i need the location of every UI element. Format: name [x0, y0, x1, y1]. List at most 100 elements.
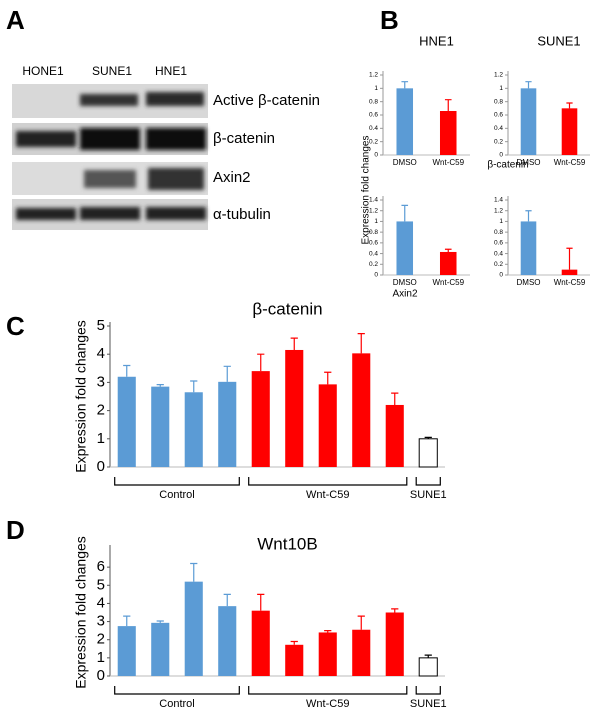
error-bar	[391, 608, 399, 613]
error-bar	[357, 333, 365, 354]
error-bar	[444, 248, 452, 252]
y-tick-label: 1	[499, 218, 503, 225]
bar	[151, 386, 170, 467]
y-tick-label: 1	[97, 649, 105, 666]
band	[16, 131, 76, 147]
error-bar	[257, 353, 265, 372]
y-tick-label: 0	[374, 152, 378, 159]
y-tick-label: 6	[97, 558, 105, 575]
y-tick-label: 5	[97, 576, 105, 593]
bar	[352, 629, 371, 676]
row-label: Axin2	[392, 289, 417, 300]
y-tick-label: 0	[97, 458, 105, 475]
x-tick-label: Wnt-C59	[432, 158, 464, 167]
error-bar	[190, 562, 198, 582]
y-axis-label: Expression fold changes	[73, 536, 89, 689]
bar	[520, 221, 537, 275]
band	[80, 94, 138, 106]
group-bracket	[415, 686, 441, 695]
band	[80, 207, 140, 220]
band	[80, 128, 140, 150]
y-tick-label: 0.6	[369, 240, 378, 247]
error-bar	[357, 615, 365, 630]
y-tick-label: 2	[97, 402, 105, 419]
chart-title: β-catenin	[252, 299, 322, 318]
y-tick-label: 1.2	[494, 207, 503, 214]
group-label: Wnt-C59	[306, 698, 349, 710]
y-tick-label: 1.4	[494, 197, 503, 204]
band	[148, 168, 204, 190]
y-tick-label: 0.6	[369, 112, 378, 119]
error-bar	[424, 436, 432, 439]
bar	[218, 381, 237, 467]
x-tick-label: DMSO	[517, 278, 541, 287]
lane-label: SUNE1	[92, 64, 132, 78]
bar	[418, 657, 438, 677]
bar	[251, 371, 270, 467]
bar	[439, 111, 457, 155]
band	[16, 208, 76, 220]
bar	[352, 353, 371, 467]
error-bar	[525, 81, 532, 89]
y-axis-label: Expression fold changes	[73, 320, 89, 473]
error-bar	[190, 380, 198, 393]
bar	[418, 438, 438, 468]
error-bar	[290, 337, 298, 350]
chart-title: SUNE1	[537, 33, 580, 48]
bar	[151, 622, 170, 676]
group-label: Control	[159, 489, 194, 501]
group-label: SUNE1	[410, 698, 447, 710]
y-tick-label: 0.8	[494, 229, 503, 236]
y-tick-label: 5	[97, 317, 105, 334]
y-tick-label: 1.4	[369, 197, 378, 204]
bar	[318, 632, 337, 676]
lane-label: HONE1	[22, 64, 64, 78]
panel-label: B	[380, 5, 399, 35]
error-bar	[324, 371, 332, 385]
error-bar	[444, 99, 452, 111]
band	[146, 92, 204, 106]
panel-label: C	[6, 311, 25, 341]
x-tick-label: Wnt-C59	[554, 158, 586, 167]
error-bar	[566, 102, 573, 109]
error-bar	[424, 654, 432, 658]
error-bar	[525, 210, 532, 222]
y-tick-label: 3	[97, 373, 105, 390]
y-tick-label: 0.8	[369, 98, 378, 105]
y-tick-label: 1.2	[494, 72, 503, 79]
y-tick-label: 0	[499, 272, 503, 279]
row-label: α-tubulin	[213, 206, 271, 223]
band	[146, 207, 206, 220]
y-tick-label: 0.8	[494, 98, 503, 105]
y-tick-label: 0.6	[494, 112, 503, 119]
error-bar	[257, 593, 265, 611]
error-bar	[156, 384, 164, 387]
error-bar	[391, 392, 399, 405]
group-bracket	[248, 686, 408, 695]
bar	[385, 612, 404, 676]
error-bar	[223, 593, 231, 607]
y-tick-label: 0	[97, 667, 105, 684]
bar	[561, 269, 578, 275]
bar	[520, 88, 537, 155]
group-label: Wnt-C59	[306, 489, 349, 501]
error-bar	[324, 630, 332, 633]
y-tick-label: 0	[499, 152, 503, 159]
x-tick-label: DMSO	[393, 278, 417, 287]
bar	[385, 404, 404, 467]
bar	[218, 606, 237, 676]
y-tick-label: 1	[374, 85, 378, 92]
bar	[184, 392, 203, 467]
y-tick-label: 1	[97, 430, 105, 447]
error-bar	[123, 615, 131, 627]
chart-title: Wnt10B	[257, 534, 317, 553]
y-tick-label: 0.4	[494, 125, 503, 132]
y-tick-label: 0.8	[369, 229, 378, 236]
y-tick-label: 4	[97, 594, 105, 611]
error-bar	[566, 247, 573, 270]
band	[84, 170, 136, 188]
row-label: Axin2	[213, 169, 251, 186]
panel-label: A	[6, 5, 25, 35]
x-tick-label: DMSO	[393, 158, 417, 167]
